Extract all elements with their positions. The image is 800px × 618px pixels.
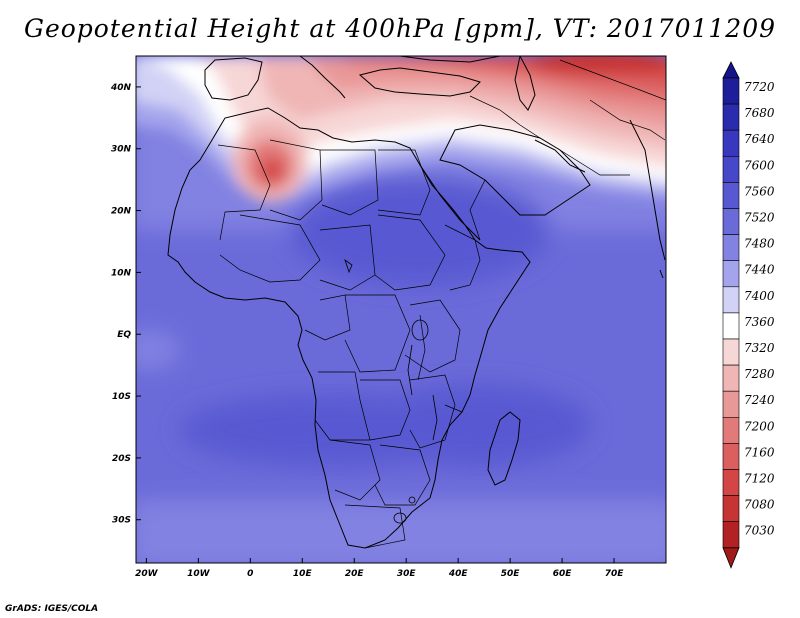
lat-tick-label: 30S [112, 516, 131, 526]
legend-level-label: 7240 [744, 393, 775, 407]
legend-color-box [722, 495, 740, 523]
color-legend: 7720 7680 7640 7600 7560 7520 7480 7440 7400 7360… [722, 61, 775, 569]
legend-level-label: 7600 [744, 158, 775, 172]
legend-level-label: 7720 [744, 80, 775, 94]
legend-top-arrow [722, 61, 740, 79]
legend-level-label: 7360 [744, 315, 775, 329]
legend-color-box [722, 364, 740, 392]
legend-level-label: 7440 [744, 263, 775, 277]
legend-level-label: 7640 [744, 132, 775, 146]
legend-level-label: 7030 [744, 524, 775, 538]
lon-tick-label: 70E [605, 569, 625, 579]
lat-tick-label: EQ [117, 330, 131, 340]
legend-color-box [722, 469, 740, 496]
credit-text: GrADS: IGES/COLA [5, 604, 99, 614]
country-borders [217, 59, 666, 549]
lon-tick-label: 50E [501, 569, 521, 579]
legend-color-box [722, 312, 740, 340]
lon-tick-label: 30E [397, 569, 417, 579]
legend-color-box [722, 416, 740, 444]
legend-level-label: 7200 [744, 419, 775, 433]
legend-level-label: 7160 [744, 445, 775, 459]
legend-color-box [722, 260, 740, 288]
legend-color-box [722, 182, 740, 209]
legend-color-box [722, 103, 740, 131]
legend-color-box [722, 156, 740, 183]
legend-level-label: 7320 [744, 341, 775, 355]
legend-level-label: 7680 [744, 106, 775, 120]
lat-tick-label: 10S [112, 392, 131, 402]
lon-tick-label: 20E [345, 569, 365, 579]
lon-tick-label: 10W [187, 569, 211, 579]
axis-ticks: 20W 10W 0 10E 20E 30E 40E 50E 60E 70E 40N 30N 20N 10N… [110, 83, 624, 579]
legend-color-box [722, 286, 740, 314]
lat-tick-label: 40N [110, 83, 132, 93]
legend-bottom-arrow [722, 547, 740, 569]
height-field [136, 56, 666, 563]
legend-color-box [722, 129, 740, 157]
chart-title: Geopotential Height at 400hPa [gpm], VT:… [23, 14, 777, 43]
legend-level-label: 7080 [744, 498, 775, 512]
lon-tick-label: 0 [247, 569, 253, 579]
lon-tick-label: 40E [448, 569, 469, 579]
lat-tick-label: 30N [111, 145, 132, 155]
lat-tick-label: 20N [111, 207, 132, 217]
legend-level-label: 7480 [744, 237, 775, 251]
legend-color-box [722, 208, 740, 235]
legend-color-box [722, 443, 740, 470]
plot-frame [135, 55, 667, 564]
lon-tick-label: 60E [553, 569, 573, 579]
lat-tick-label: 10N [111, 268, 132, 278]
coastlines [167, 56, 666, 549]
lon-tick-label: 10E [293, 569, 313, 579]
legend-level-label: 7280 [744, 367, 775, 381]
lakes [344, 258, 438, 524]
lat-tick-label: 20S [112, 454, 131, 464]
legend-level-label: 7120 [744, 472, 775, 486]
legend-level-label: 7560 [744, 184, 775, 198]
legend-color-box [722, 521, 740, 549]
legend-color-box [722, 390, 740, 418]
lon-tick-label: 20W [135, 569, 159, 579]
legend-color-box [722, 77, 740, 105]
legend-color-box [722, 234, 740, 262]
legend-color-box [722, 338, 740, 366]
legend-level-label: 7400 [744, 289, 775, 303]
legend-level-label: 7520 [744, 211, 775, 225]
